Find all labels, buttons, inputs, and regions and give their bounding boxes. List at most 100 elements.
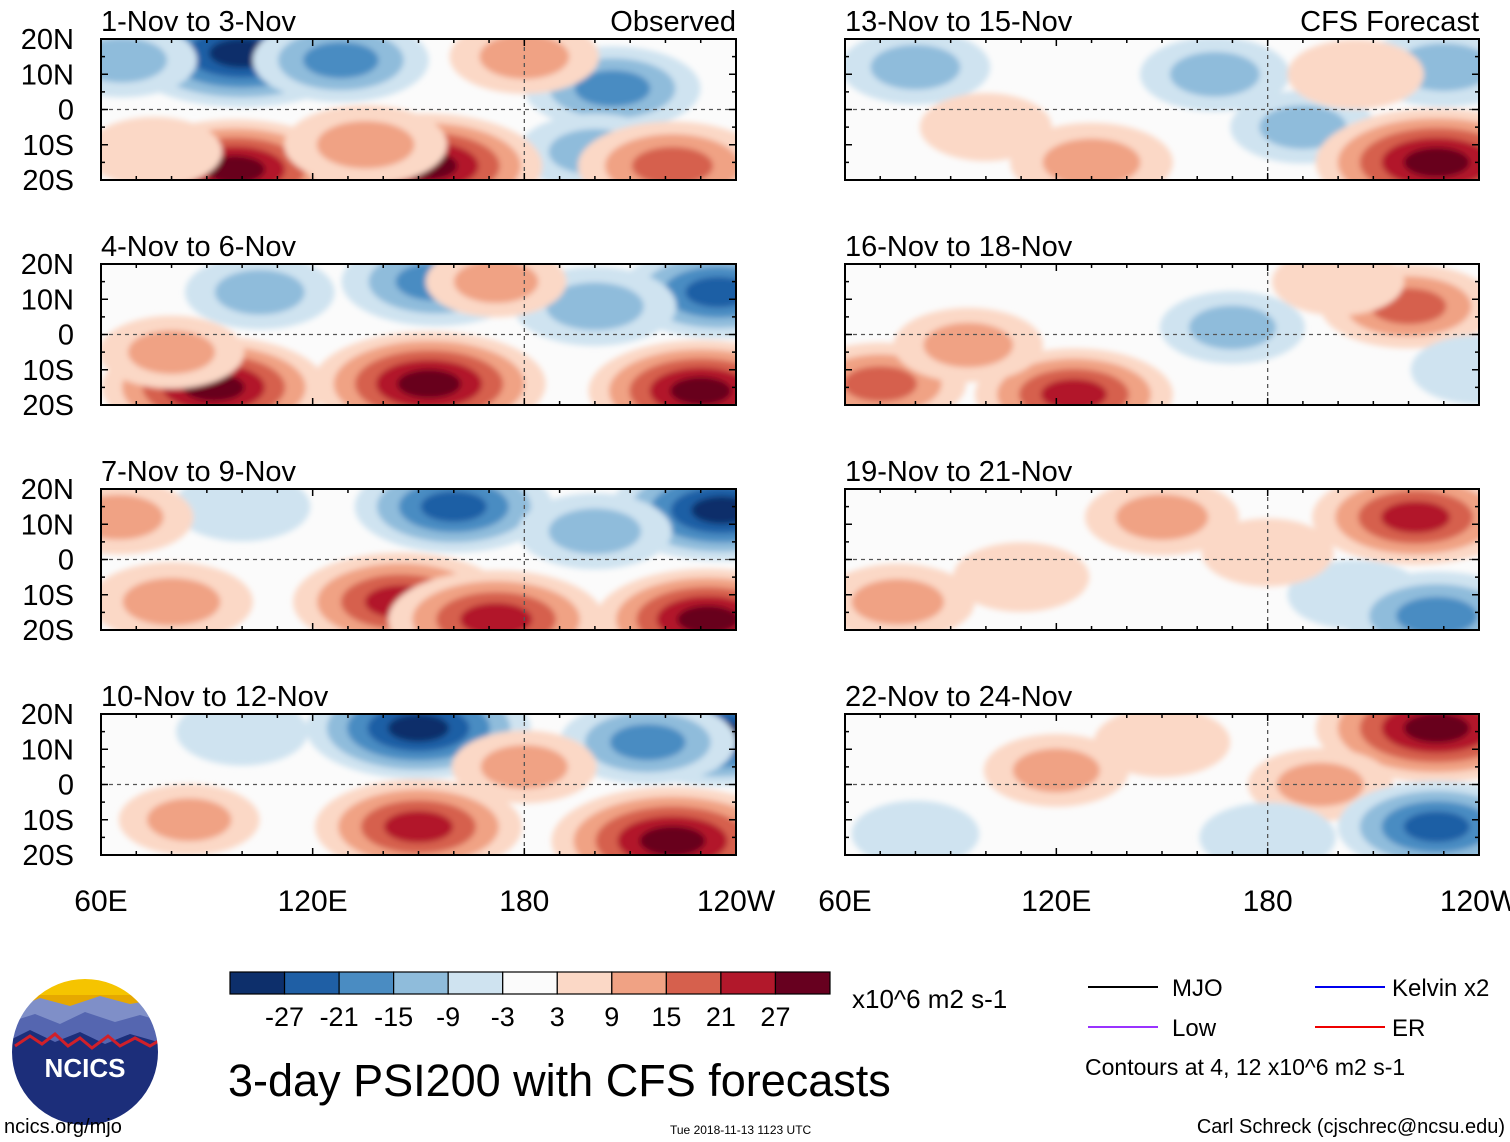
footer-left: ncics.org/mjo [4,1116,122,1138]
legend-label-low: Low [1172,1015,1217,1042]
panel: 19-Nov to 21-Nov [844,456,1480,631]
y-tick-labels: 20N10N010S20S20N10N010S20S20N10N010S20S2… [21,24,74,872]
x-tick-label: 60E [74,885,127,918]
anomaly-blob [303,42,379,79]
chart-title: 3-day PSI200 with CFS forecasts [228,1055,891,1106]
anomaly-blob [1381,501,1451,534]
anomaly-blob [851,579,945,625]
colorbar-swatch [229,971,286,995]
anomaly-blob [205,155,266,180]
y-tick-label: 10S [22,355,74,387]
anomaly-blob [923,322,1014,368]
anomaly-blob [122,578,221,626]
colorbar-tick-label: 3 [550,1002,565,1032]
anomaly-blob [316,120,415,169]
anomaly-blob [1042,138,1141,180]
y-tick-label: 10S [22,130,74,162]
ncics-logo: NCICS [10,977,160,1127]
x-tick-label: 180 [1243,885,1293,918]
colorbar-swatch [283,971,340,995]
x-tick-label: 120E [1021,885,1091,918]
colorbar-tick-label: -15 [374,1002,413,1032]
y-tick-label: 20S [22,840,74,872]
anomaly-blob [845,366,917,402]
anomaly-blob [548,508,642,555]
colorbar-swatch [720,971,777,995]
x-tick-label: 60E [818,885,871,918]
anomaly-blob [214,269,305,315]
anomaly-blob [1115,494,1209,540]
anomaly-field [845,264,1479,405]
y-tick-label: 20N [21,474,74,506]
anomaly-blob [574,70,651,107]
anomaly-field [118,714,736,855]
y-tick-label: 10N [21,509,74,541]
anomaly-blob [397,369,461,399]
anomaly-field [845,489,1479,630]
y-tick-label: 0 [58,545,74,577]
panel: 13-Nov to 15-Nov CFS Forecast [844,6,1480,181]
anomaly-blob [146,798,232,842]
panel-title: 7-Nov to 9-Nov [101,456,297,488]
panel-title: 19-Nov to 21-Nov [845,456,1073,488]
panel: 4-Nov to 6-Nov [100,231,737,406]
legend-label-er: ER [1392,1015,1425,1042]
anomaly-blob [1396,596,1478,630]
anomaly-blob [677,605,736,630]
y-tick-label: 10N [21,59,74,91]
anomaly-blob [1093,714,1231,777]
y-tick-label: 20S [22,390,74,422]
x-tick-label: 120E [278,885,348,918]
y-tick-label: 20N [21,249,74,281]
x-tick-label: 180 [499,885,549,918]
contours-note: Contours at 4, 12 x10^6 m2 s-1 [1085,1054,1405,1080]
anomaly-blob [610,724,686,761]
panel-title: 1-Nov to 3-Nov [101,6,297,38]
colorbar-tick-label: 15 [651,1002,681,1032]
colorbar-swatch [447,971,504,995]
colorbar-swatch [774,971,831,995]
anomaly-blob [420,491,487,522]
anomaly-blob [870,44,961,90]
colorbar-tick-label: 21 [706,1002,736,1032]
panel: 7-Nov to 9-Nov [100,456,737,631]
anomaly-blob [1287,39,1424,110]
panel-label: CFS Forecast [1300,6,1479,38]
panel: 22-Nov to 24-Nov [844,681,1480,856]
anomaly-blob [1012,748,1100,793]
anomaly-blob [1410,334,1479,405]
anomaly-blob [101,39,168,83]
colorbar-tick-label: -3 [491,1002,515,1032]
panel: 10-Nov to 12-Nov [100,681,737,856]
colorbar-swatch [665,971,722,995]
anomaly-blob [639,826,706,855]
panel-label: Observed [610,6,736,38]
anomaly-blob [685,276,736,308]
anomaly-blob [460,603,533,630]
footer-right: Carl Schreck (cjschrec@ncsu.edu) [1197,1116,1505,1138]
legend-label-kelvin: Kelvin x2 [1392,975,1489,1002]
y-tick-label: 20S [22,615,74,647]
anomaly-blob [453,264,539,303]
anomaly-blob [173,489,311,542]
colorbar-swatch [611,971,667,995]
panel-title: 16-Nov to 18-Nov [845,231,1073,263]
anomaly-blob [101,494,164,540]
anomaly-blob [176,714,309,766]
colorbar-tick-label: -27 [265,1002,304,1032]
panel: 1-Nov to 3-Nov Observed [100,6,737,181]
y-tick-label: 20N [21,24,74,56]
x-tick-labels: 60E 120E 180 120W 60E 120E 180 120W [74,885,1510,918]
colorbar-swatch [393,971,449,995]
colorbar: -27 -21 -15 -9 -3 3 9 15 21 27 [229,971,831,1032]
x-tick-label: 120W [1440,885,1510,918]
y-tick-label: 0 [58,770,74,802]
y-tick-label: 20S [22,165,74,197]
y-tick-label: 0 [58,95,74,127]
anomaly-field [101,39,736,180]
panels-layer: 1-Nov to 3-Nov Observed 13-Nov to 15-Nov CF… [100,6,1480,856]
anomaly-blob [952,542,1090,612]
footer-center: Tue 2018-11-13 1123 UTC [670,1123,812,1137]
anomaly-blob [480,745,568,789]
anomaly-field [851,714,1479,855]
